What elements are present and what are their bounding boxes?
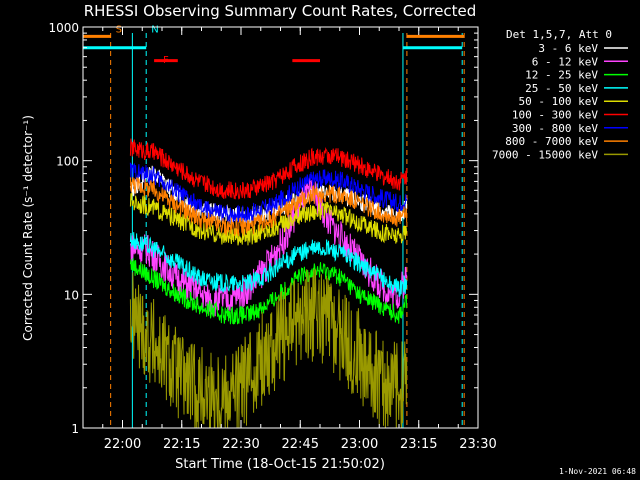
series-line	[129, 268, 408, 429]
legend-label: 3 - 6 keV	[538, 42, 598, 55]
axes: 22:00 22:15 22:30 22:45 23:00 23:15 23:30 1 10 10…	[48, 21, 496, 452]
legend-label: 12 - 25 keV	[525, 69, 598, 82]
x-tick-label: 23:30	[459, 437, 496, 452]
y-tick-label: 10	[64, 288, 79, 302]
y-tick-label: 1000	[48, 21, 79, 35]
x-tick-label: 22:45	[282, 437, 319, 452]
series-line	[129, 232, 408, 297]
series-line	[129, 176, 408, 237]
series-line	[129, 258, 408, 325]
legend-title: Det 1,5,7, Att 0	[506, 28, 612, 41]
legend-label: 100 - 300 keV	[512, 109, 598, 122]
chart-title: RHESSI Observing Summary Count Rates, Co…	[84, 2, 477, 20]
y-tick-label: 100	[56, 155, 79, 169]
legend-label: 300 - 800 keV	[512, 122, 598, 135]
legend-label: 50 - 100 keV	[519, 95, 599, 108]
series-layer	[129, 138, 408, 429]
annotation-label: N	[151, 24, 158, 35]
annotations: S N F	[116, 24, 169, 65]
x-tick-label: 23:15	[400, 437, 437, 452]
legend-label: 6 - 12 keV	[532, 55, 599, 68]
x-tick-label: 22:15	[163, 437, 200, 452]
series-line	[129, 162, 408, 224]
series-line	[129, 177, 408, 317]
series-line	[129, 192, 408, 246]
legend-label: 25 - 50 keV	[525, 82, 598, 95]
legend-label: 7000 - 15000 keV	[492, 148, 598, 161]
annotation-label: F	[163, 55, 169, 66]
x-tick-label: 22:30	[222, 437, 259, 452]
attenuator-bars	[83, 34, 465, 63]
y-tick-label: 1	[71, 422, 79, 436]
x-tick-label: 22:00	[104, 437, 141, 452]
annotation-label: S	[116, 24, 122, 35]
x-tick-label: 23:00	[341, 437, 378, 452]
series-line	[129, 138, 408, 200]
x-axis-label: Start Time (18-Oct-15 21:50:02)	[175, 457, 385, 472]
footer-timestamp: 1-Nov-2021 06:48	[559, 467, 636, 476]
legend-label: 800 - 7000 keV	[505, 135, 598, 148]
y-axis-label: Corrected Count Rate (s⁻¹ detector⁻¹)	[21, 115, 35, 341]
